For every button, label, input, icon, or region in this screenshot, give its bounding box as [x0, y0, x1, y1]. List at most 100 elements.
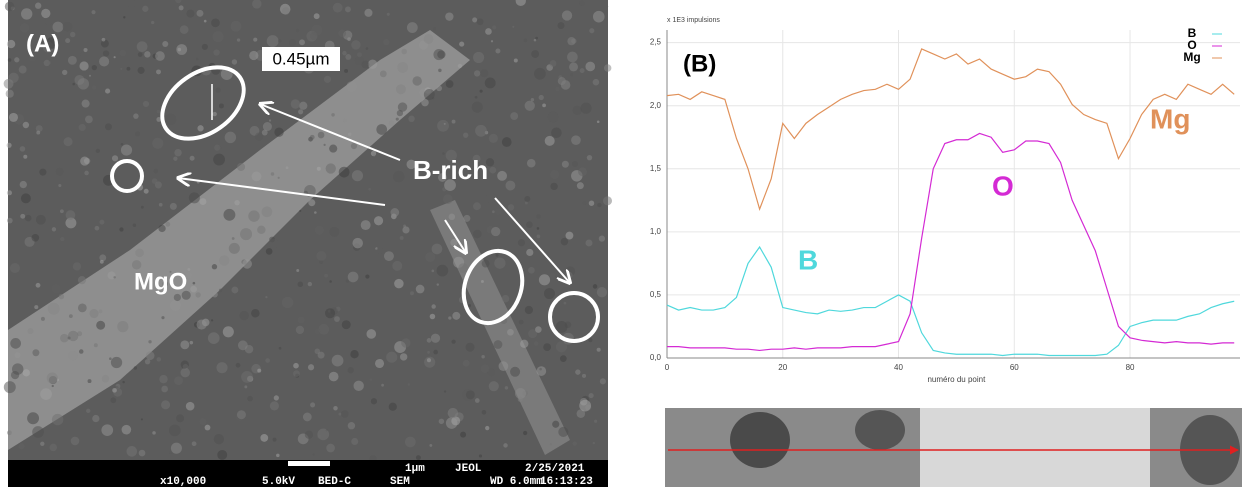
grain	[367, 59, 378, 70]
grain	[28, 52, 38, 62]
grain	[538, 274, 551, 286]
grain	[278, 346, 282, 350]
grain	[429, 313, 436, 320]
grain	[490, 40, 494, 43]
grain	[222, 326, 234, 338]
grain	[207, 332, 220, 344]
grain	[70, 436, 80, 446]
grain	[409, 291, 414, 296]
grain	[181, 290, 191, 300]
grain	[459, 46, 462, 50]
grain	[364, 8, 373, 17]
grain	[151, 20, 155, 25]
grain	[268, 119, 272, 122]
grain	[392, 260, 403, 271]
y-tick-label: 1,0	[650, 227, 662, 236]
grain	[318, 323, 330, 335]
grain	[67, 336, 71, 340]
grain	[45, 37, 58, 49]
grain	[152, 137, 164, 149]
grain	[603, 64, 612, 72]
grain	[40, 316, 45, 321]
grain	[176, 414, 185, 423]
grain	[34, 2, 42, 9]
grain	[473, 70, 481, 77]
grain	[119, 49, 127, 57]
grain	[289, 39, 296, 47]
grain	[332, 2, 343, 13]
grain	[524, 100, 535, 111]
grain	[347, 271, 359, 283]
grain	[188, 192, 200, 204]
grain	[276, 453, 280, 458]
grain	[480, 364, 490, 374]
grain	[310, 402, 316, 408]
grain	[18, 443, 25, 450]
grain	[213, 153, 225, 166]
ellipse	[461, 248, 525, 326]
grain	[592, 441, 596, 445]
grain	[26, 68, 29, 71]
grain	[366, 329, 377, 339]
grain	[589, 28, 595, 34]
grain	[135, 131, 141, 137]
grain	[10, 338, 21, 349]
x-axis-label: numéro du point	[927, 375, 986, 384]
grain	[199, 418, 207, 426]
grain	[18, 65, 27, 74]
grain	[329, 226, 340, 237]
grain	[266, 35, 279, 48]
grain	[65, 210, 76, 220]
grain	[52, 21, 64, 33]
grain	[507, 204, 515, 211]
grain	[270, 172, 275, 176]
grain	[85, 115, 93, 124]
grain	[59, 209, 64, 214]
grain	[599, 378, 606, 385]
grain	[189, 155, 195, 161]
grain	[307, 281, 313, 287]
grain	[542, 103, 546, 108]
grain	[518, 319, 524, 325]
grain	[489, 166, 497, 174]
grain	[549, 60, 557, 67]
grain	[488, 381, 499, 392]
grain	[113, 276, 116, 279]
grain	[376, 124, 388, 135]
grain	[494, 208, 502, 216]
grain	[592, 284, 598, 289]
grain	[126, 66, 131, 71]
grain	[379, 70, 387, 78]
grain	[543, 343, 552, 352]
grain	[19, 23, 30, 33]
grain	[565, 271, 573, 279]
grain	[397, 62, 408, 73]
grain	[119, 227, 124, 232]
grain	[196, 9, 204, 17]
grain	[51, 227, 57, 232]
grain	[47, 302, 60, 315]
grain	[113, 56, 116, 59]
grain	[257, 368, 262, 373]
grain	[588, 200, 595, 206]
grain	[91, 10, 96, 15]
grain	[132, 223, 137, 227]
grain	[393, 170, 405, 183]
grain	[555, 86, 560, 92]
grain	[375, 358, 385, 369]
grain	[570, 73, 574, 77]
grain	[137, 66, 145, 74]
grain	[429, 443, 433, 447]
grain	[211, 291, 218, 298]
grain	[492, 210, 495, 214]
grain	[341, 410, 349, 418]
grain	[189, 340, 194, 345]
grain	[92, 414, 100, 423]
grain	[586, 154, 593, 161]
grain	[430, 333, 441, 343]
grain	[523, 430, 528, 436]
line-scan-image	[665, 408, 1242, 487]
x-tick-label: 40	[894, 363, 903, 372]
grain	[216, 362, 228, 374]
grain	[563, 301, 567, 305]
